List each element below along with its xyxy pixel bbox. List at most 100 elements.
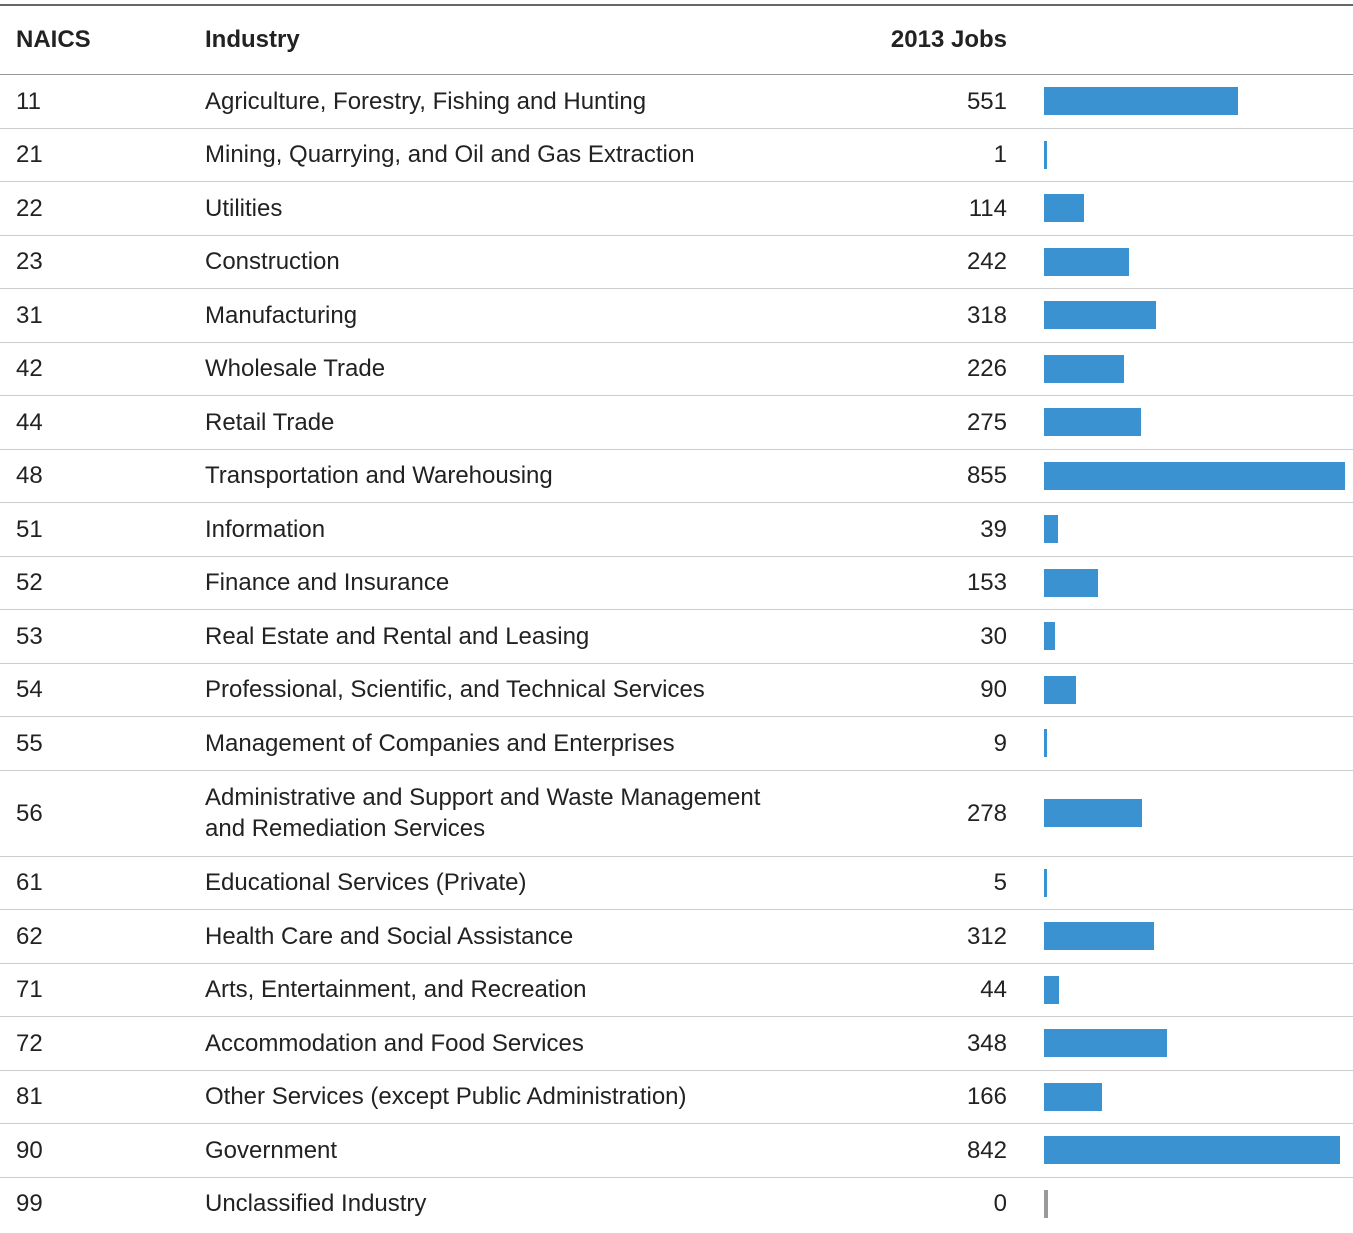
bar-cell [1007,770,1353,857]
table-row: 55 Management of Companies and Enterprise… [0,716,1353,771]
jobs-value: 166 [825,1070,1007,1124]
bar [1044,1136,1341,1165]
industry-name: Information [205,515,326,543]
industry-cell: Accommodation and Food Services [205,1016,825,1071]
bar-cell [1007,128,1353,182]
industry-name: Other Services (except Public Administra… [205,1083,687,1111]
bar [1044,140,1047,169]
industry-cell: Unclassified Industry [205,1177,825,1230]
industry-cell: Information [205,502,825,557]
jobs-value: 114 [825,181,1007,236]
bar [1044,799,1142,827]
naics-code: 71 [0,963,205,1017]
bar [1044,729,1048,758]
bar-cell [1007,1177,1353,1230]
bar-cell [1007,609,1353,664]
industry-cell: Administrative and Support and Waste Man… [205,770,825,857]
industry-cell: Utilities [205,181,825,236]
bar-cell [1007,1016,1353,1071]
industry-name: Educational Services (Private) [205,869,527,897]
industry-cell: Government [205,1123,825,1178]
industry-name: Unclassified Industry [205,1190,427,1218]
naics-code: 53 [0,609,205,664]
jobs-value: 348 [825,1016,1007,1071]
table-row: 22 Utilities 114 [0,181,1353,236]
naics-code: 42 [0,342,205,396]
naics-code: 31 [0,288,205,343]
table-row: 42 Wholesale Trade 226 [0,342,1353,396]
bar-cell [1007,342,1353,396]
table-row: 11 Agriculture, Forestry, Fishing and Hun… [0,74,1353,129]
bar [1044,461,1345,490]
bar-cell [1007,449,1353,503]
naics-code: 90 [0,1123,205,1178]
bar [1044,1082,1103,1111]
industry-name: Professional, Scientific, and Technical … [205,676,705,704]
jobs-value: 551 [825,74,1007,129]
naics-code: 22 [0,181,205,236]
naics-code: 51 [0,502,205,557]
jobs-value: 855 [825,449,1007,503]
table-row: 48 Transportation and Warehousing 855 [0,449,1353,503]
bar [1044,194,1085,223]
industry-name: Mining, Quarrying, and Oil and Gas Extra… [205,141,695,169]
jobs-value: 226 [825,342,1007,396]
bar-cell [1007,909,1353,964]
industry-cell: Retail Trade [205,395,825,450]
table-row: 62 Health Care and Social Assistance 312 [0,909,1353,964]
jobs-value: 153 [825,556,1007,610]
industry-name: Manufacturing [205,301,358,329]
jobs-value: 5 [825,856,1007,910]
naics-code: 21 [0,128,205,182]
industry-cell: Finance and Insurance [205,556,825,610]
jobs-value: 1 [825,128,1007,182]
naics-code: 62 [0,909,205,964]
bar-cell [1007,1070,1353,1124]
jobs-table: NAICS Industry 2013 Jobs 11 Agriculture, … [0,4,1353,1230]
industry-cell: Manufacturing [205,288,825,343]
bar-cell [1007,716,1353,771]
bar [1044,247,1130,276]
jobs-value: 318 [825,288,1007,343]
industry-cell: Management of Companies and Enterprises [205,716,825,771]
bar-cell [1007,1123,1353,1178]
bar-cell [1007,556,1353,610]
industry-cell: Mining, Quarrying, and Oil and Gas Extra… [205,128,825,182]
bar [1044,868,1047,897]
jobs-value: 9 [825,716,1007,771]
industry-name: Accommodation and Food Services [205,1029,584,1057]
table-row: 56 Administrative and Support and Waste M… [0,770,1353,857]
naics-code: 11 [0,74,205,129]
naics-code: 61 [0,856,205,910]
header-row: NAICS Industry 2013 Jobs [0,4,1353,75]
bar [1044,87,1238,116]
table-body: 11 Agriculture, Forestry, Fishing and Hun… [0,74,1353,1231]
industry-name: Construction [205,248,340,276]
table-row: 31 Manufacturing 318 [0,288,1353,343]
table-row: 44 Retail Trade 275 [0,395,1353,450]
table-row: 61 Educational Services (Private) 5 [0,856,1353,910]
industry-name: Government [205,1136,338,1164]
naics-code: 23 [0,235,205,289]
bar [1044,922,1154,951]
bar-cell [1007,663,1353,717]
jobs-value: 242 [825,235,1007,289]
bar-cell [1007,963,1353,1017]
bar-cell [1007,856,1353,910]
naics-code: 44 [0,395,205,450]
jobs-value: 842 [825,1123,1007,1178]
industry-name: Arts, Entertainment, and Recreation [205,976,587,1004]
industry-cell: Health Care and Social Assistance [205,909,825,964]
industry-name: Management of Companies and Enterprises [205,729,675,757]
jobs-value: 39 [825,502,1007,557]
table-row: 21 Mining, Quarrying, and Oil and Gas Ext… [0,128,1353,182]
jobs-value: 278 [825,770,1007,857]
bar [1044,301,1156,330]
table-row: 53 Real Estate and Rental and Leasing 30 [0,609,1353,664]
table-row: 99 Unclassified Industry 0 [0,1177,1353,1230]
naics-code: 55 [0,716,205,771]
table-row: 71 Arts, Entertainment, and Recreation 44 [0,963,1353,1017]
industry-cell: Other Services (except Public Administra… [205,1070,825,1124]
bar-cell [1007,502,1353,557]
industry-name: Finance and Insurance [205,569,450,597]
